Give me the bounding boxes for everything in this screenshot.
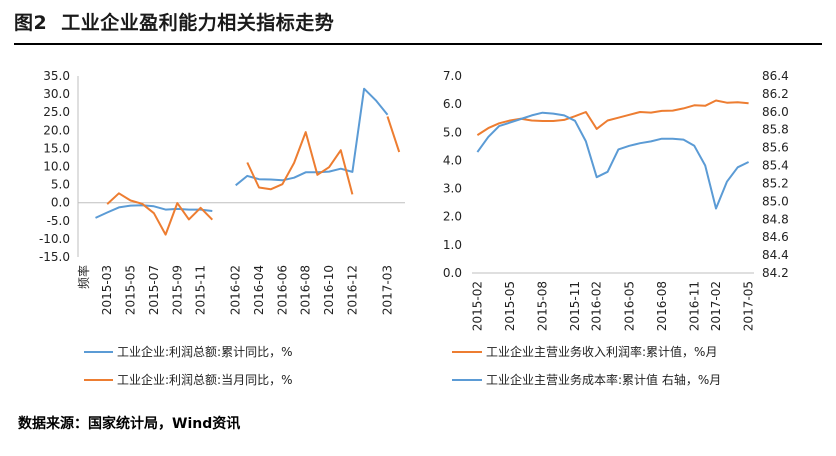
left-chart: 35.0 30.0 25.0 20.0 15.0 10.0 5.0 0.0 -5.0 -10.0 -…: [39, 69, 405, 387]
x-tick-label: 2015-02: [470, 281, 484, 331]
y2-tick-label: 85.4: [762, 159, 789, 173]
y2-tick-label: 85.6: [762, 141, 789, 155]
x-tick-label: 2015-05: [124, 265, 138, 315]
y-tick-label: -5.0: [47, 214, 70, 228]
figure-number: 图2: [14, 12, 48, 34]
y-tick-label: 3.0: [443, 182, 462, 196]
x-tick-label: 2017-03: [380, 265, 394, 315]
series-line-cost-rate: [476, 111, 750, 210]
y2-tick-label: 85.8: [762, 123, 789, 137]
y-tick-label: 0.0: [51, 196, 70, 210]
y-tick-label: 5.0: [51, 178, 70, 192]
x-tick-label: 2015-07: [147, 265, 161, 315]
series-line-monthly-yoy: [106, 192, 214, 236]
x-tick-label: 2017-05: [742, 281, 756, 331]
figure-title: 工业企业盈利能力相关指标走势: [61, 12, 335, 34]
y-tick-label: -10.0: [39, 232, 70, 246]
y-tick-label: 15.0: [43, 141, 70, 155]
y2-tick-label: 84.4: [762, 248, 789, 262]
y-tick-label: 20.0: [43, 123, 70, 137]
y-tick-label: 7.0: [443, 69, 462, 83]
x-tick-label: 频率: [76, 265, 91, 289]
y-tick-label: 30.0: [43, 87, 70, 101]
series-line-cumulative-yoy: [235, 87, 389, 187]
x-tick-label: 2017-02: [709, 281, 723, 331]
y-tick-label: 4.0: [443, 153, 462, 167]
y-tick-label: 2.0: [443, 210, 462, 224]
right-chart: 7.0 6.0 5.0 4.0 3.0 2.0 1.0 0.0 86.4 86.2 86.0 85.8…: [443, 69, 789, 387]
x-tick-label: 2016-08: [299, 265, 313, 315]
legend-label: 工业企业:利润总额:累计同比，%: [117, 344, 293, 359]
y-tick-label: 5.0: [443, 125, 462, 139]
series-line-cumulative-yoy: [95, 204, 213, 219]
x-tick-label: 2016-06: [275, 265, 289, 315]
legend-label: 工业企业主营业务成本率:累计值 右轴，%月: [486, 372, 721, 387]
y2-tick-label: 85.0: [762, 194, 789, 208]
data-source: 数据来源：国家统计局，Wind资讯: [18, 416, 241, 432]
series-line-monthly-yoy: [386, 116, 401, 153]
x-tick-label: 2016-08: [655, 281, 669, 331]
x-tick-label: 2016-11: [687, 281, 701, 331]
y-tick-label: 10.0: [43, 160, 70, 174]
x-tick-label: 2016-02: [229, 265, 243, 315]
y-tick-label: 0.0: [443, 266, 462, 280]
legend-label: 工业企业主营业务收入利润率:累计值，%月: [486, 344, 717, 359]
x-tick-label: 2016-05: [622, 281, 636, 331]
series-line-profit-rate: [476, 99, 749, 136]
x-tick-label: 2016-10: [322, 265, 336, 315]
x-tick-label: 2016-04: [252, 265, 266, 315]
x-tick-label: 2016-12: [345, 265, 359, 315]
y-tick-label: 1.0: [443, 238, 462, 252]
y-tick-label: 6.0: [443, 97, 462, 111]
x-tick-label: 2016-02: [590, 281, 604, 331]
x-tick-label: 2015-05: [503, 281, 517, 331]
y-tick-label: 25.0: [43, 105, 70, 119]
y2-tick-label: 86.4: [762, 69, 789, 83]
x-tick-label: 2015-11: [568, 281, 582, 331]
y2-tick-label: 84.2: [762, 266, 789, 280]
title-divider: [14, 43, 822, 45]
x-tick-label: 2015-08: [536, 281, 550, 331]
y-tick-label: 35.0: [43, 69, 70, 83]
x-tick-label: 2015-09: [170, 265, 184, 315]
y2-tick-label: 86.0: [762, 105, 789, 119]
chart-title: 图2 工业企业盈利能力相关指标走势: [14, 8, 334, 35]
y2-tick-label: 84.8: [762, 212, 789, 226]
y-tick-label: -15.0: [39, 250, 70, 264]
legend-label: 工业企业:利润总额:当月同比，%: [117, 372, 293, 387]
y2-tick-label: 84.6: [762, 230, 789, 244]
series-line-monthly-yoy: [246, 131, 354, 195]
y2-tick-label: 85.2: [762, 176, 789, 190]
y2-tick-label: 86.2: [762, 87, 789, 101]
x-tick-label: 2015-03: [100, 265, 114, 315]
x-tick-label: 2015-11: [194, 265, 208, 315]
